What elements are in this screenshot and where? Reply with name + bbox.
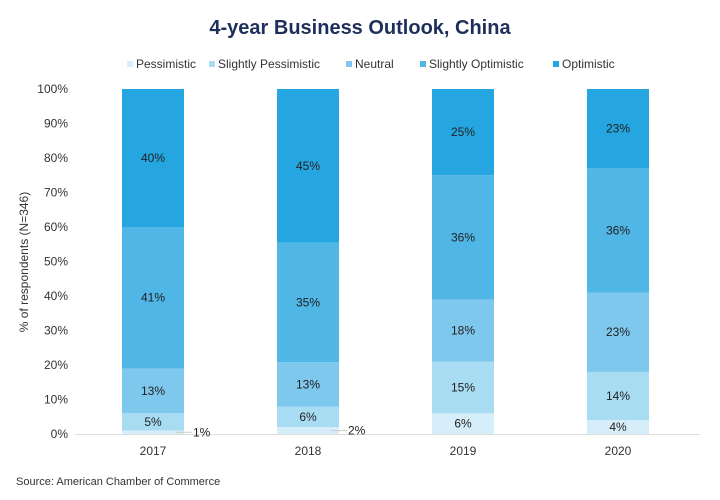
y-tick-label: 60% [44, 220, 68, 234]
legend-label: Neutral [355, 57, 394, 71]
y-tick-label: 30% [44, 324, 68, 338]
legend: Pessimistic Slightly Pessimistic Neutral Sl… [127, 57, 615, 71]
y-axis-label: % of respondents (N=346) [17, 192, 31, 332]
y-tick-label: 100% [37, 82, 68, 96]
bar-segment [432, 413, 494, 434]
bar-segment [277, 406, 339, 428]
bar-segment [432, 299, 494, 362]
bar-segment [432, 361, 494, 414]
bar-segment [432, 89, 494, 176]
data-label: 40% [141, 151, 165, 165]
x-tick-label: 2017 [140, 444, 167, 458]
data-label: 14% [606, 389, 630, 403]
data-label: 2% [348, 424, 366, 438]
bar-segment [122, 89, 184, 227]
data-label: 13% [141, 384, 165, 398]
y-tick-label: 40% [44, 289, 68, 303]
bar-segment [587, 89, 649, 169]
data-label: 5% [144, 415, 162, 429]
data-label: 15% [451, 380, 475, 394]
x-tick-label: 2018 [295, 444, 322, 458]
data-label: 41% [141, 291, 165, 305]
y-tick-label: 80% [44, 151, 68, 165]
y-tick-label: 10% [44, 393, 68, 407]
bar-segment [122, 227, 184, 369]
y-tick-label: 20% [44, 358, 68, 372]
data-label: 23% [606, 122, 630, 136]
bar-segment [277, 89, 339, 243]
y-tick-label: 50% [44, 255, 68, 269]
legend-label: Slightly Optimistic [429, 57, 524, 71]
data-label: 18% [451, 324, 475, 338]
y-tick-label: 70% [44, 186, 68, 200]
legend-swatch [127, 61, 133, 67]
bar-segment [122, 413, 184, 431]
data-label: 36% [606, 223, 630, 237]
bar-segment [277, 427, 339, 434]
data-label: 45% [296, 159, 320, 173]
bar-segment [122, 368, 184, 414]
legend-label: Slightly Pessimistic [218, 57, 320, 71]
bar-segment [277, 242, 339, 363]
bar-segment [277, 362, 339, 407]
data-label: 23% [606, 325, 630, 339]
y-tick-label: 0% [51, 427, 69, 441]
legend-swatch [209, 61, 215, 67]
data-label: 1% [193, 425, 211, 439]
y-tick-label: 90% [44, 117, 68, 131]
y-axis: 0% 10% 20% 30% 40% 50% 60% 70% 80% 90% 100% [37, 82, 700, 441]
legend-swatch [553, 61, 559, 67]
data-label: 6% [454, 417, 472, 431]
data-label: 25% [451, 125, 475, 139]
data-label: 35% [296, 295, 320, 309]
x-tick-label: 2019 [450, 444, 477, 458]
x-tick-label: 2020 [605, 444, 632, 458]
legend-label: Pessimistic [136, 57, 196, 71]
bar-segment [122, 430, 184, 434]
bar-segment [587, 168, 649, 293]
data-label: 6% [299, 410, 317, 424]
bar-segment [587, 420, 649, 434]
data-label: 36% [451, 230, 475, 244]
data-label: 13% [296, 377, 320, 391]
bar-segment [432, 175, 494, 300]
legend-swatch [420, 61, 426, 67]
legend-label: Optimistic [562, 57, 615, 71]
bar-segment [587, 292, 649, 372]
chart-title: 4-year Business Outlook, China [209, 17, 511, 39]
bars: 1% 5% 13% 41% 40% 2017 2% 6% 13% 35% 45% 2018 6% 15% 1… [122, 89, 649, 458]
bar-segment [587, 371, 649, 421]
source-note: Source: American Chamber of Commerce [16, 476, 220, 488]
data-label: 4% [609, 420, 627, 434]
legend-swatch [346, 61, 352, 67]
